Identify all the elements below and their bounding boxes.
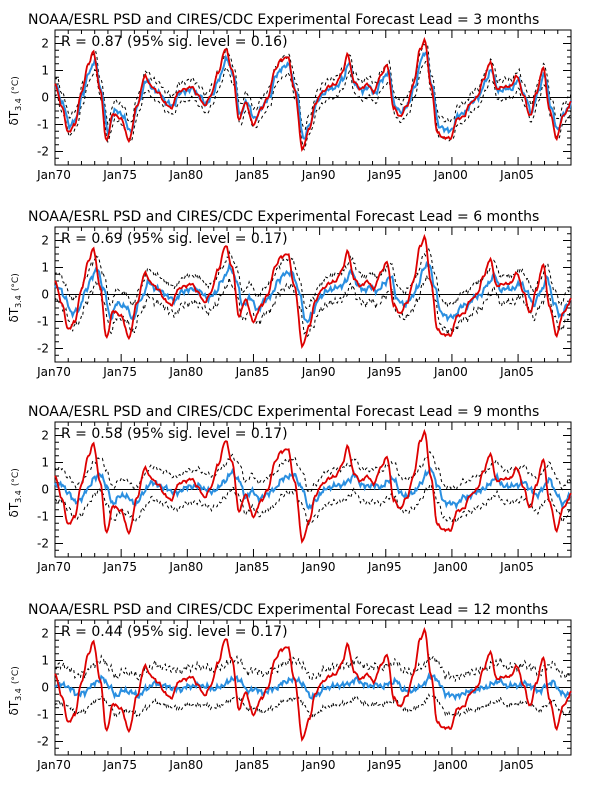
x-tick-label: Jan00 — [433, 560, 468, 574]
y-axis-label-sub: 3.4 — [14, 688, 23, 701]
x-tick-label: Jan00 — [433, 168, 468, 182]
x-tick-label: Jan05 — [499, 560, 534, 574]
x-tick-label: Jan95 — [367, 168, 402, 182]
x-tick-label: Jan85 — [235, 560, 270, 574]
x-tick-label: Jan80 — [168, 560, 203, 574]
x-tick-label: Jan95 — [367, 758, 402, 772]
x-tick-label: Jan05 — [499, 365, 534, 379]
y-tick-label: 2 — [41, 37, 49, 51]
y-axis-label: δT3.4 (°C) — [7, 666, 23, 715]
x-tick-label: Jan75 — [102, 168, 137, 182]
y-axis-label-sub: 3.4 — [14, 98, 23, 111]
chart-title: NOAA/ESRL PSD and CIRES/CDC Experimental… — [28, 404, 539, 420]
forecast-spread-lower — [54, 60, 572, 151]
y-axis-label: δT3.4 (°C) — [7, 76, 23, 125]
x-tick-label: Jan75 — [102, 758, 137, 772]
y-tick-label: 2 — [41, 627, 49, 641]
x-tick-label: Jan90 — [301, 758, 336, 772]
y-axis-label-unit: (°C) — [11, 273, 21, 291]
y-tick-label: -1 — [37, 315, 49, 329]
correlation-annotation: R = 0.44 (95% sig. level = 0.17) — [61, 624, 288, 640]
y-tick-label: 0 — [41, 288, 49, 302]
x-tick-label: Jan85 — [235, 168, 270, 182]
y-tick-label: -1 — [37, 708, 49, 722]
x-tick-label: Jan90 — [301, 168, 336, 182]
y-tick-label: -1 — [37, 510, 49, 524]
x-tick-label: Jan95 — [367, 560, 402, 574]
y-axis-label-unit: (°C) — [11, 76, 21, 94]
y-tick-label: -2 — [37, 735, 49, 749]
x-tick-label: Jan80 — [168, 758, 203, 772]
correlation-annotation: R = 0.58 (95% sig. level = 0.17) — [61, 426, 288, 442]
y-tick-label: 1 — [41, 654, 49, 668]
x-tick-label: Jan75 — [102, 365, 137, 379]
forecast-series-line — [54, 672, 572, 702]
x-tick-label: Jan95 — [367, 365, 402, 379]
forecast-spread-upper — [54, 654, 572, 682]
panel-1: NOAA/ESRL PSD and CIRES/CDC Experimental… — [7, 12, 572, 182]
y-tick-label: 0 — [41, 483, 49, 497]
y-tick-label: -2 — [37, 145, 49, 159]
y-tick-label: -1 — [37, 118, 49, 132]
x-tick-label: Jan75 — [102, 560, 137, 574]
chart-title: NOAA/ESRL PSD and CIRES/CDC Experimental… — [28, 209, 539, 225]
panel-2: NOAA/ESRL PSD and CIRES/CDC Experimental… — [7, 209, 572, 379]
x-tick-label: Jan05 — [499, 758, 534, 772]
x-tick-label: Jan05 — [499, 168, 534, 182]
y-tick-label: 1 — [41, 456, 49, 470]
y-tick-label: 1 — [41, 261, 49, 275]
x-tick-label: Jan90 — [301, 560, 336, 574]
chart-title: NOAA/ESRL PSD and CIRES/CDC Experimental… — [28, 602, 548, 618]
y-axis-label: δT3.4 (°C) — [7, 273, 23, 322]
y-tick-label: 0 — [41, 91, 49, 105]
correlation-annotation: R = 0.69 (95% sig. level = 0.17) — [61, 231, 288, 247]
y-axis-label-main: δT — [7, 502, 21, 517]
y-tick-label: 2 — [41, 429, 49, 443]
y-axis-label-main: δT — [7, 110, 21, 125]
panel-4: NOAA/ESRL PSD and CIRES/CDC Experimental… — [7, 602, 572, 772]
y-tick-label: -2 — [37, 342, 49, 356]
y-tick-label: 2 — [41, 234, 49, 248]
y-axis-label-main: δT — [7, 307, 21, 322]
correlation-annotation: R = 0.87 (95% sig. level = 0.16) — [61, 34, 288, 50]
y-axis-label-sub: 3.4 — [14, 490, 23, 503]
x-tick-label: Jan90 — [301, 365, 336, 379]
x-tick-label: Jan70 — [36, 560, 71, 574]
observed-series-line — [54, 626, 572, 743]
observed-series-line — [54, 36, 572, 153]
y-axis-label-sub: 3.4 — [14, 295, 23, 308]
x-tick-label: Jan70 — [36, 365, 71, 379]
forecast-spread-lower — [54, 483, 572, 526]
x-tick-label: Jan80 — [168, 168, 203, 182]
forecast-spread-lower — [54, 275, 572, 338]
x-tick-label: Jan80 — [168, 365, 203, 379]
x-tick-label: Jan00 — [433, 365, 468, 379]
panel-3: NOAA/ESRL PSD and CIRES/CDC Experimental… — [7, 404, 572, 574]
x-tick-label: Jan85 — [235, 758, 270, 772]
y-tick-label: -2 — [37, 537, 49, 551]
observed-series-line — [54, 233, 572, 350]
x-tick-label: Jan70 — [36, 758, 71, 772]
observed-series-line — [54, 428, 572, 545]
y-axis-label-unit: (°C) — [11, 468, 21, 486]
y-axis-label-unit: (°C) — [11, 666, 21, 684]
x-tick-label: Jan85 — [235, 365, 270, 379]
y-tick-label: 1 — [41, 64, 49, 78]
y-axis-label: δT3.4 (°C) — [7, 468, 23, 517]
chart-title: NOAA/ESRL PSD and CIRES/CDC Experimental… — [28, 12, 539, 28]
y-tick-label: 0 — [41, 681, 49, 695]
x-tick-label: Jan70 — [36, 168, 71, 182]
x-tick-label: Jan00 — [433, 758, 468, 772]
y-axis-label-main: δT — [7, 700, 21, 715]
